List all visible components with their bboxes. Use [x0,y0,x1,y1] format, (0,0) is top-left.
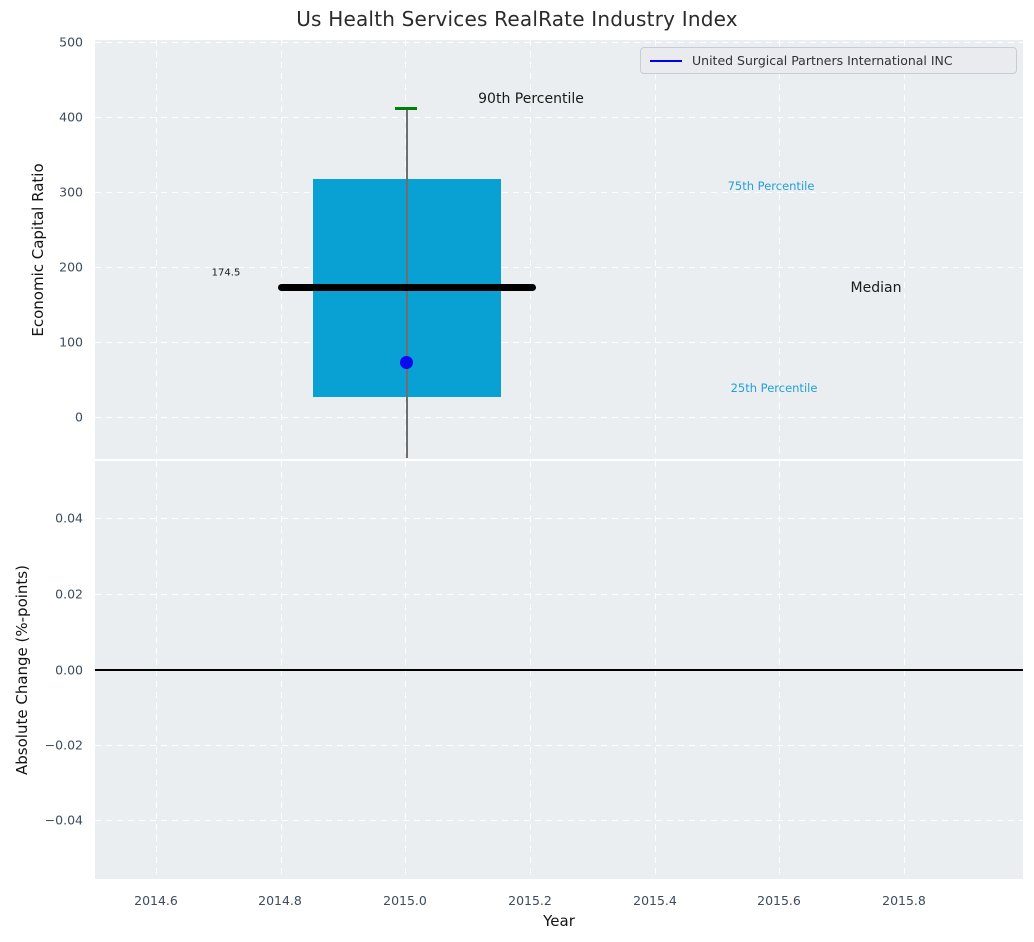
gridline-v [904,40,905,459]
gridline-v [530,40,531,459]
gridline-h [95,192,1023,193]
ytick-label: −0.02 [44,737,83,753]
annotation-75th-percentile: 75th Percentile [727,179,815,193]
gridline-v [156,40,157,459]
gridline-v [779,40,780,459]
ytick-label: 400 [59,109,83,125]
p90-cap [395,107,417,110]
boxplot-whisker [406,108,408,458]
x-axis-label: Year [543,912,575,930]
xtick-label: 2015.4 [633,893,677,908]
xtick-label: 2014.8 [258,893,302,908]
xtick-label: 2015.2 [508,893,552,908]
gridline-h [95,518,1023,519]
gridline-h [95,820,1023,821]
company-data-point [400,356,413,369]
xtick-label: 2015.0 [383,893,427,908]
gridline-h [95,745,1023,746]
ytick-label: 0.04 [55,510,83,526]
legend-line-sample-icon [650,59,682,62]
xtick-label: 2015.8 [882,893,926,908]
chart-title: Us Health Services RealRate Industry Ind… [296,7,738,31]
gridline-h [95,267,1023,268]
ytick-label: 0.02 [55,586,83,602]
zero-reference-line [95,669,1023,671]
ytick-label: 0.00 [55,662,83,678]
ytick-label: 500 [59,34,83,50]
legend: United Surgical Partners International I… [640,47,1017,74]
gridline-h [95,417,1023,418]
ytick-label: 300 [59,184,83,200]
gridline-h [95,594,1023,595]
top-plot-area: 90th Percentile 75th Percentile Median 2… [95,40,1023,459]
annotation-median: Median [850,280,902,296]
bottom-plot-area [95,461,1023,879]
median-line [278,284,536,291]
annotation-90th-percentile: 90th Percentile [478,91,584,107]
ytick-label: −0.04 [44,812,83,828]
ytick-label: 100 [59,334,83,350]
bottom-y-axis-label: Absolute Change (%-points) [13,565,31,775]
legend-label: United Surgical Partners International I… [692,53,953,68]
gridline-v [655,40,656,459]
gridline-h [95,42,1023,43]
xtick-label: 2015.6 [757,893,801,908]
top-y-axis-label: Economic Capital Ratio [29,163,47,337]
ytick-label: 200 [59,259,83,275]
gridline-h [95,117,1023,118]
gridline-v [281,40,282,459]
ytick-label: 0 [75,409,83,425]
gridline-h [95,342,1023,343]
annotation-median-value: 174.5 [211,267,241,279]
xtick-label: 2014.6 [134,893,178,908]
annotation-25th-percentile: 25th Percentile [730,381,818,395]
